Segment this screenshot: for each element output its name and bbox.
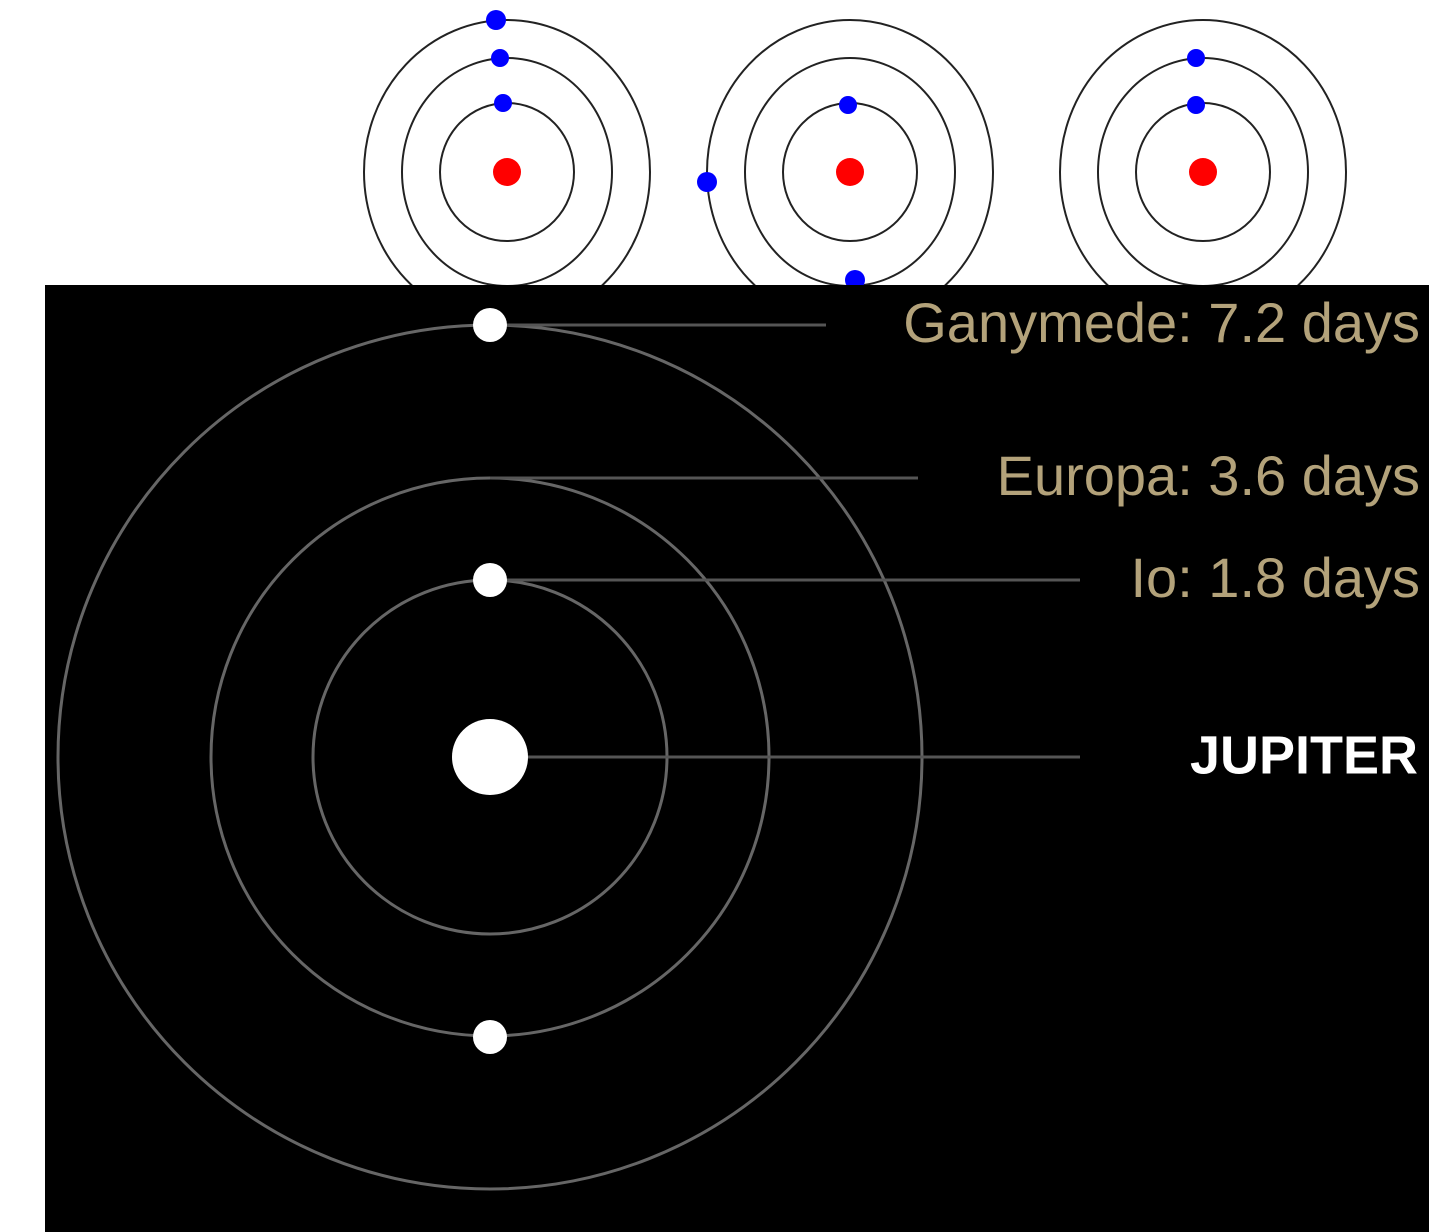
- moon: [1187, 96, 1205, 114]
- ganymede-label: Ganymede: 7.2 days: [903, 291, 1420, 354]
- jupiter-label: JUPITER: [1190, 725, 1418, 785]
- planet: [836, 158, 864, 186]
- moon: [697, 172, 717, 192]
- moon: [839, 96, 857, 114]
- planet: [1189, 158, 1217, 186]
- jupiter: [452, 719, 528, 795]
- phase-3: [1059, 19, 1347, 325]
- main-diagram: Ganymede: 7.2 days Europa: 3.6 days Io: …: [45, 285, 1429, 1232]
- europa-label: Europa: 3.6 days: [997, 444, 1420, 507]
- moon: [1187, 49, 1205, 67]
- moon: [486, 10, 506, 30]
- ganymede: [473, 308, 507, 342]
- small-diagrams: [363, 10, 1347, 325]
- phase-1: [363, 10, 651, 325]
- moon: [491, 49, 509, 67]
- io: [473, 563, 507, 597]
- phase-2: [697, 19, 994, 325]
- planet: [493, 158, 521, 186]
- moon: [494, 94, 512, 112]
- io-label: Io: 1.8 days: [1130, 546, 1420, 609]
- europa: [473, 1020, 507, 1054]
